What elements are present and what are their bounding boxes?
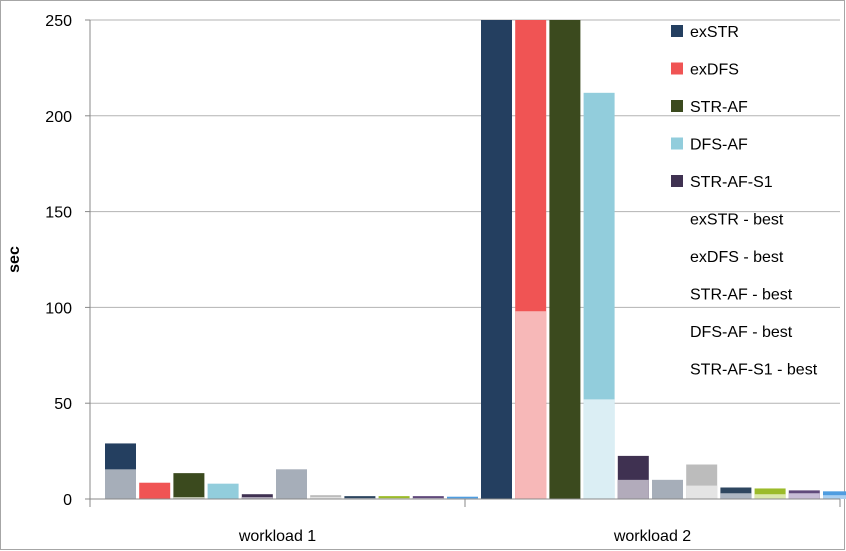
bar-overlay-segment <box>241 497 273 499</box>
bar-overlay-segment <box>788 493 820 499</box>
bar-overlay-segment <box>583 399 615 499</box>
bar-exdfs-1 <box>139 482 171 499</box>
bar-str-af-s1-best-1 <box>412 496 444 499</box>
legend-swatch <box>671 175 683 187</box>
bar-overlay-segment <box>105 469 136 499</box>
bar-overlay-segment <box>686 485 718 499</box>
x-category-label: workload 1 <box>238 528 316 545</box>
bar-dfs-af-1 <box>207 483 239 499</box>
bar-str-af-1 <box>173 473 205 499</box>
legend-label: exSTR <box>690 24 739 41</box>
bar-dfs-af-best-1 <box>378 496 410 499</box>
x-category-label: workload 2 <box>613 528 691 545</box>
bar-overlay-segment <box>515 311 547 499</box>
bar-overlay-segment <box>617 479 649 499</box>
legend-swatch <box>671 25 683 37</box>
legend-label: DFS-AF - best <box>690 324 793 341</box>
bar-str-af-s1-1 <box>241 494 273 499</box>
y-tick-label: 150 <box>45 205 72 222</box>
legend-swatch <box>671 137 683 150</box>
bar-exstr-best-1 <box>276 469 307 499</box>
bar-exstr-best-2 <box>652 479 683 499</box>
y-tick-label: 0 <box>63 492 72 509</box>
bar-exstr-2 <box>481 20 512 499</box>
legend-swatch <box>671 62 683 75</box>
bar-dfs-af-best-2 <box>754 488 786 499</box>
bar-series-11-1 <box>447 496 478 499</box>
legend-label: STR-AF-S1 - best <box>690 362 818 379</box>
legend-swatch <box>671 100 683 112</box>
bar-exdfs-best-1 <box>310 495 342 499</box>
y-tick-label: 250 <box>45 13 72 30</box>
y-tick-label: 200 <box>45 109 72 126</box>
bar-overlay-segment <box>823 495 846 499</box>
legend-label: DFS-AF <box>690 137 748 154</box>
bar-overlay-segment <box>720 493 752 499</box>
bar-str-af-best-1 <box>344 496 376 499</box>
legend-label: STR-AF - best <box>690 287 793 304</box>
legend-label: exSTR - best <box>690 212 784 229</box>
bar-overlay-segment <box>754 494 786 499</box>
legend-label: exDFS - best <box>690 249 784 266</box>
legend-label: STR-AF-S1 <box>690 174 773 191</box>
bar-overlay-segment <box>173 497 205 499</box>
y-axis-label: sec <box>6 246 23 273</box>
bar-overlay-segment <box>310 497 342 499</box>
y-tick-label: 50 <box>54 396 72 413</box>
bar-str-af-2 <box>549 20 581 499</box>
y-tick-label: 100 <box>45 300 72 317</box>
legend-label: exDFS <box>690 62 739 79</box>
legend-label: STR-AF <box>690 99 748 116</box>
